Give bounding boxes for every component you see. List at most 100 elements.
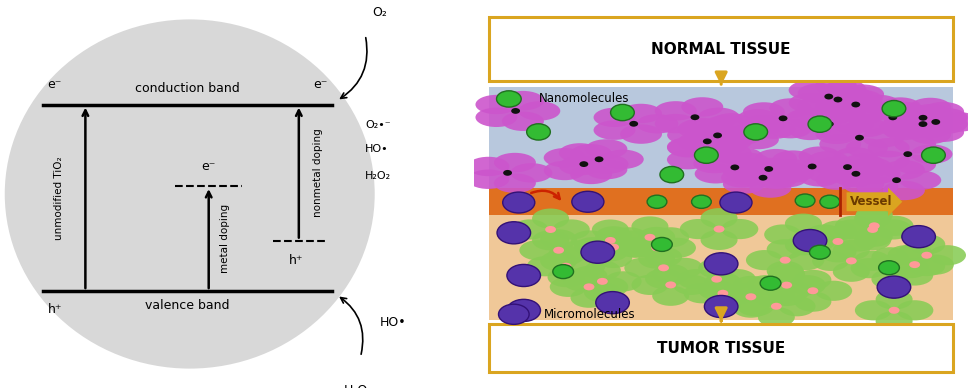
Ellipse shape: [520, 240, 557, 260]
Ellipse shape: [553, 219, 590, 239]
Ellipse shape: [698, 280, 735, 300]
Ellipse shape: [507, 265, 540, 286]
Ellipse shape: [795, 291, 832, 312]
Ellipse shape: [720, 192, 752, 213]
Ellipse shape: [883, 181, 924, 200]
Ellipse shape: [892, 258, 929, 278]
Ellipse shape: [832, 240, 870, 260]
Text: nonmetal doping: nonmetal doping: [313, 128, 322, 217]
Ellipse shape: [769, 286, 805, 306]
Ellipse shape: [584, 283, 594, 290]
Ellipse shape: [778, 115, 788, 121]
Ellipse shape: [787, 250, 825, 270]
Ellipse shape: [733, 276, 770, 296]
Ellipse shape: [629, 121, 638, 127]
Ellipse shape: [616, 237, 652, 257]
Ellipse shape: [698, 107, 740, 127]
Ellipse shape: [502, 112, 544, 131]
Ellipse shape: [842, 85, 884, 104]
Ellipse shape: [765, 166, 773, 172]
Ellipse shape: [819, 121, 862, 141]
Ellipse shape: [919, 115, 927, 121]
FancyBboxPatch shape: [489, 17, 953, 81]
Text: conduction band: conduction band: [135, 82, 240, 95]
Ellipse shape: [812, 251, 849, 271]
Ellipse shape: [591, 220, 629, 240]
Text: metal doping: metal doping: [221, 204, 230, 273]
Ellipse shape: [895, 107, 937, 127]
Ellipse shape: [502, 192, 534, 213]
Ellipse shape: [665, 281, 676, 288]
Bar: [489, 215, 953, 320]
Ellipse shape: [701, 208, 738, 228]
Ellipse shape: [503, 170, 512, 176]
Ellipse shape: [737, 109, 779, 128]
Ellipse shape: [883, 121, 924, 140]
Ellipse shape: [770, 98, 811, 118]
Ellipse shape: [729, 166, 771, 185]
Ellipse shape: [475, 107, 518, 127]
Ellipse shape: [502, 91, 544, 110]
Ellipse shape: [667, 150, 709, 170]
Ellipse shape: [574, 237, 612, 257]
Ellipse shape: [852, 171, 861, 177]
Ellipse shape: [850, 158, 892, 177]
Ellipse shape: [922, 252, 932, 259]
Ellipse shape: [923, 123, 964, 142]
Ellipse shape: [693, 154, 736, 173]
Ellipse shape: [876, 311, 913, 331]
Text: NORMAL TISSUE: NORMAL TISSUE: [651, 42, 791, 57]
Ellipse shape: [560, 263, 571, 270]
Ellipse shape: [595, 248, 632, 268]
Ellipse shape: [560, 240, 598, 260]
Ellipse shape: [819, 134, 862, 154]
Ellipse shape: [832, 87, 873, 106]
Ellipse shape: [769, 264, 805, 284]
Ellipse shape: [853, 101, 894, 121]
Ellipse shape: [620, 125, 662, 144]
Ellipse shape: [507, 300, 540, 321]
Ellipse shape: [755, 170, 797, 189]
Ellipse shape: [645, 234, 655, 241]
Ellipse shape: [832, 238, 843, 245]
Ellipse shape: [909, 261, 920, 268]
Ellipse shape: [771, 159, 813, 178]
Ellipse shape: [939, 112, 968, 132]
Ellipse shape: [875, 255, 913, 275]
Ellipse shape: [809, 245, 831, 259]
Ellipse shape: [713, 132, 722, 138]
Ellipse shape: [494, 153, 536, 172]
Ellipse shape: [691, 195, 711, 208]
Ellipse shape: [553, 265, 574, 279]
Ellipse shape: [548, 267, 585, 287]
Ellipse shape: [869, 222, 880, 229]
Ellipse shape: [511, 108, 520, 114]
Ellipse shape: [796, 194, 815, 207]
Ellipse shape: [666, 258, 703, 278]
Ellipse shape: [889, 114, 897, 120]
Ellipse shape: [789, 121, 832, 140]
Ellipse shape: [586, 139, 627, 159]
Ellipse shape: [737, 130, 779, 149]
Ellipse shape: [563, 271, 600, 291]
Ellipse shape: [705, 294, 741, 314]
Ellipse shape: [923, 102, 964, 121]
Ellipse shape: [673, 275, 710, 295]
Ellipse shape: [527, 256, 563, 276]
Ellipse shape: [645, 268, 682, 289]
Ellipse shape: [693, 133, 736, 152]
Ellipse shape: [917, 255, 953, 275]
Ellipse shape: [867, 151, 910, 170]
Ellipse shape: [854, 251, 891, 271]
Text: unmodified TiO₂: unmodified TiO₂: [54, 156, 64, 240]
Ellipse shape: [853, 114, 894, 133]
Ellipse shape: [721, 168, 763, 187]
Ellipse shape: [593, 120, 636, 140]
Ellipse shape: [745, 293, 756, 300]
Ellipse shape: [883, 114, 924, 134]
Ellipse shape: [842, 154, 884, 173]
Ellipse shape: [795, 270, 832, 290]
Ellipse shape: [825, 100, 866, 120]
Ellipse shape: [846, 118, 888, 137]
Ellipse shape: [876, 289, 913, 310]
